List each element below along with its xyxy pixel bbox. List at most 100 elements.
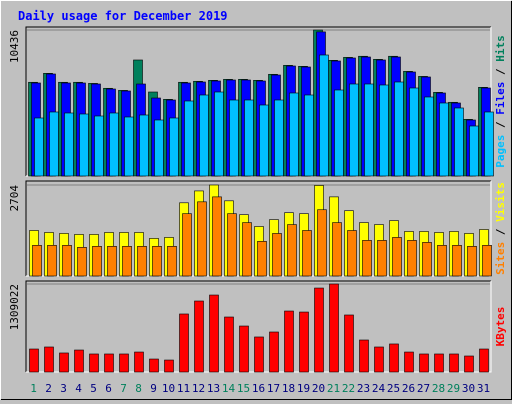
bar bbox=[434, 353, 444, 373]
x-tick-label: 4 bbox=[75, 382, 82, 395]
bar bbox=[349, 83, 359, 177]
legend-separator: / bbox=[494, 222, 507, 242]
bar bbox=[484, 111, 494, 177]
bar bbox=[347, 230, 357, 277]
bar bbox=[74, 349, 84, 373]
x-tick-label: 17 bbox=[267, 382, 280, 395]
legend-entry: Hits bbox=[494, 35, 507, 62]
legend: Sites / Visits bbox=[494, 182, 507, 275]
bar bbox=[109, 112, 119, 177]
x-tick-label: 6 bbox=[105, 382, 112, 395]
bar bbox=[209, 294, 219, 373]
bar bbox=[137, 246, 147, 277]
bar bbox=[377, 240, 387, 277]
bar bbox=[79, 113, 89, 177]
x-tick-label: 31 bbox=[477, 382, 490, 395]
x-tick-label: 22 bbox=[342, 382, 355, 395]
bar bbox=[242, 222, 252, 277]
legend-entry: KBytes bbox=[494, 307, 507, 347]
bar bbox=[139, 114, 149, 177]
bar bbox=[394, 81, 404, 177]
x-tick-label: 18 bbox=[282, 382, 295, 395]
bar bbox=[359, 339, 369, 373]
bar bbox=[224, 316, 234, 373]
bar bbox=[34, 117, 44, 177]
bar bbox=[94, 115, 104, 177]
bar bbox=[464, 355, 474, 373]
x-tick-label: 13 bbox=[207, 382, 220, 395]
bar bbox=[364, 83, 374, 177]
bar bbox=[229, 99, 239, 177]
x-tick-label: 20 bbox=[312, 382, 325, 395]
x-tick-label: 29 bbox=[447, 382, 460, 395]
bar bbox=[169, 117, 179, 177]
bar bbox=[329, 283, 339, 373]
bar bbox=[344, 314, 354, 373]
bar bbox=[119, 353, 129, 373]
bar bbox=[212, 196, 222, 277]
panel-bevel bbox=[25, 26, 491, 176]
bar bbox=[269, 331, 279, 373]
bar bbox=[134, 351, 144, 373]
x-tick-label: 27 bbox=[417, 382, 430, 395]
bar bbox=[197, 201, 207, 277]
bar bbox=[124, 116, 134, 177]
bar bbox=[389, 343, 399, 373]
bar bbox=[274, 99, 284, 177]
bar bbox=[479, 348, 489, 373]
chart-title: Daily usage for December 2019 bbox=[18, 9, 228, 23]
bar bbox=[199, 94, 209, 177]
bar bbox=[334, 89, 344, 177]
legend: KBytes bbox=[494, 307, 507, 347]
bar bbox=[422, 242, 432, 277]
legend-separator: / bbox=[494, 62, 507, 82]
legend: Pages / Files / Hits bbox=[494, 35, 507, 168]
x-tick-label: 25 bbox=[387, 382, 400, 395]
x-tick-label: 3 bbox=[60, 382, 67, 395]
bar bbox=[404, 351, 414, 373]
x-tick-label: 28 bbox=[432, 382, 445, 395]
x-tick-label: 15 bbox=[237, 382, 250, 395]
x-tick-label: 7 bbox=[120, 382, 127, 395]
bar bbox=[302, 230, 312, 277]
bar bbox=[259, 104, 269, 177]
x-tick-label: 19 bbox=[297, 382, 310, 395]
bar bbox=[409, 87, 419, 177]
bar bbox=[257, 241, 267, 277]
bar bbox=[407, 240, 417, 277]
x-tick-label: 9 bbox=[150, 382, 157, 395]
x-tick-label: 5 bbox=[90, 382, 97, 395]
bar bbox=[424, 96, 434, 177]
x-tick-label: 26 bbox=[402, 382, 415, 395]
bar bbox=[482, 245, 492, 277]
bar bbox=[319, 54, 329, 177]
bar bbox=[167, 246, 177, 277]
bar bbox=[392, 237, 402, 277]
bar bbox=[379, 84, 389, 177]
bar bbox=[107, 246, 117, 277]
bar bbox=[467, 246, 477, 277]
bar bbox=[184, 100, 194, 177]
bar bbox=[439, 102, 449, 177]
x-tick-label: 23 bbox=[357, 382, 370, 395]
x-tick-label: 2 bbox=[45, 382, 52, 395]
bar bbox=[287, 224, 297, 277]
panel-bevel bbox=[25, 180, 491, 276]
panel-bevel bbox=[25, 280, 491, 372]
x-tick-label: 1 bbox=[30, 382, 37, 395]
bar bbox=[32, 245, 42, 277]
x-tick-label: 16 bbox=[252, 382, 265, 395]
bar bbox=[59, 352, 69, 373]
bar bbox=[332, 222, 342, 277]
bar bbox=[452, 245, 462, 277]
bar bbox=[44, 346, 54, 373]
bar bbox=[227, 213, 237, 277]
legend-entry: Pages bbox=[494, 135, 507, 168]
y-tick-label: 2704 bbox=[8, 185, 21, 212]
bar bbox=[179, 313, 189, 373]
x-tick-label: 14 bbox=[222, 382, 236, 395]
bar bbox=[239, 325, 249, 373]
bar bbox=[77, 247, 87, 277]
